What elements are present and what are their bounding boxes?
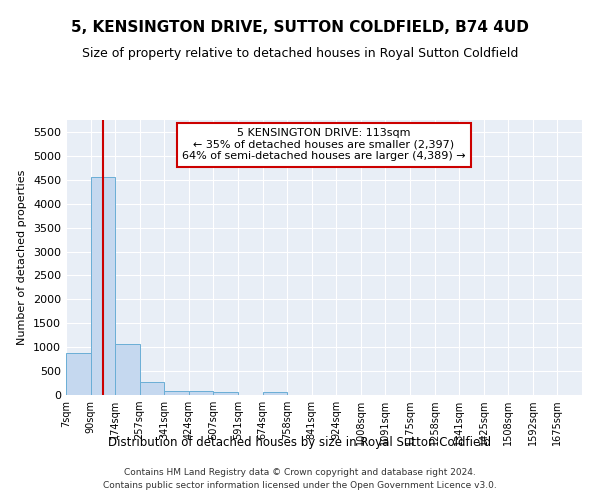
- Bar: [263, 392, 287, 395]
- Text: Contains HM Land Registry data © Crown copyright and database right 2024.: Contains HM Land Registry data © Crown c…: [124, 468, 476, 477]
- Bar: [140, 382, 164, 395]
- Text: Contains public sector information licensed under the Open Government Licence v3: Contains public sector information licen…: [103, 482, 497, 490]
- Text: 5, KENSINGTON DRIVE, SUTTON COLDFIELD, B74 4UD: 5, KENSINGTON DRIVE, SUTTON COLDFIELD, B…: [71, 20, 529, 35]
- Bar: [189, 391, 214, 395]
- Bar: [91, 177, 115, 395]
- Text: 5 KENSINGTON DRIVE: 113sqm
← 35% of detached houses are smaller (2,397)
64% of s: 5 KENSINGTON DRIVE: 113sqm ← 35% of deta…: [182, 128, 466, 162]
- Bar: [66, 353, 91, 395]
- Text: Distribution of detached houses by size in Royal Sutton Coldfield: Distribution of detached houses by size …: [109, 436, 491, 449]
- Bar: [164, 390, 189, 395]
- Text: Size of property relative to detached houses in Royal Sutton Coldfield: Size of property relative to detached ho…: [82, 48, 518, 60]
- Bar: [214, 392, 238, 395]
- Bar: [115, 344, 140, 395]
- Y-axis label: Number of detached properties: Number of detached properties: [17, 170, 28, 345]
